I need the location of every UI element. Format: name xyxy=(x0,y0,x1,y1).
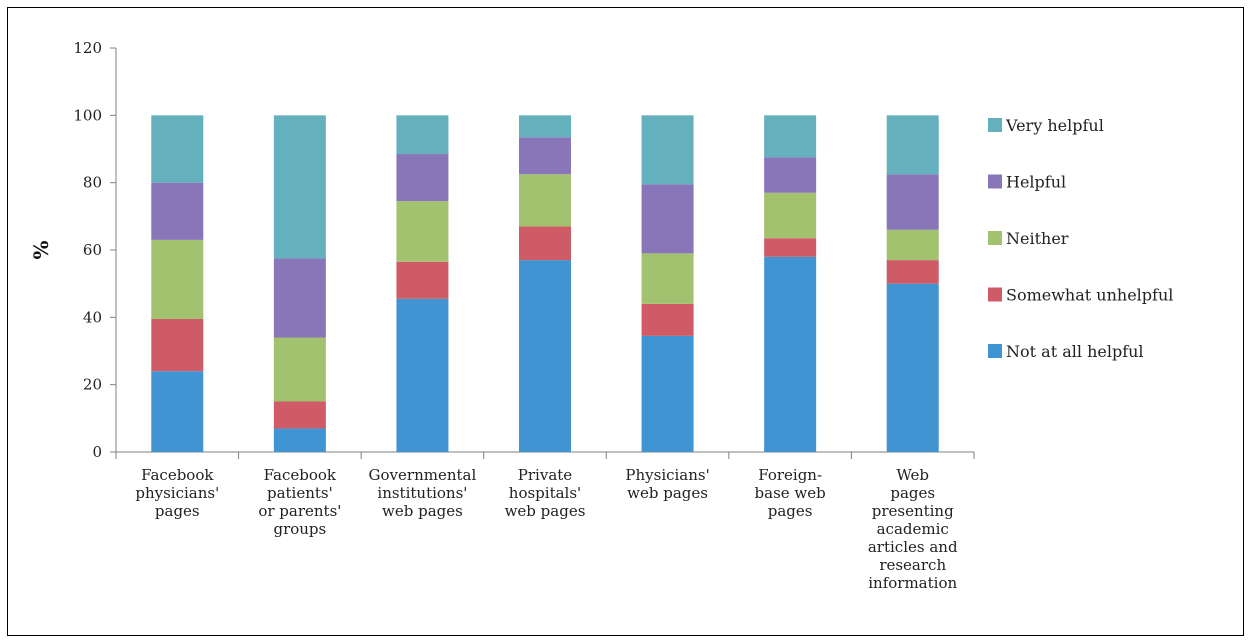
x-category-label-line: hospitals' xyxy=(509,484,581,502)
bar-segment-neither xyxy=(519,174,571,227)
bar-segment-somewhat-unhelpful xyxy=(519,226,571,261)
bar-segment-helpful xyxy=(396,154,449,202)
x-category-label-line: Private xyxy=(518,466,573,484)
legend-swatch xyxy=(988,231,1002,245)
y-tick-label: 120 xyxy=(73,39,102,57)
bar-segment-somewhat-unhelpful xyxy=(151,319,204,372)
x-category-label-line: web pages xyxy=(382,502,463,520)
bar-segment-very-helpful xyxy=(151,115,204,183)
bar-segment-not-at-all-helpful xyxy=(764,256,817,452)
x-category-label-line: articles and xyxy=(868,538,958,556)
legend-label: Very helpful xyxy=(1005,116,1104,135)
x-category-label-line: research xyxy=(879,556,946,574)
x-category-label-line: web pages xyxy=(505,502,586,520)
bar-segment-helpful xyxy=(764,157,817,193)
x-category-label-line: institutions' xyxy=(377,484,467,502)
x-category-label-line: presenting xyxy=(872,502,954,520)
y-tick-label: 60 xyxy=(83,241,102,259)
x-category-label-line: groups xyxy=(273,520,326,538)
bar-segment-somewhat-unhelpful xyxy=(396,261,449,299)
x-category-label-line: Web xyxy=(896,466,929,484)
x-category-label-line: pages xyxy=(890,484,935,502)
y-axis-label: % xyxy=(29,240,53,259)
x-category-label-line: information xyxy=(868,574,957,592)
bar-segment-helpful xyxy=(519,137,571,175)
bar-segment-not-at-all-helpful xyxy=(886,283,939,452)
x-category-label-line: Foreign- xyxy=(758,466,822,484)
x-category-label-line: pages xyxy=(768,502,813,520)
bar-segment-helpful xyxy=(641,184,694,254)
x-category-label: Private hospitals' web pages xyxy=(505,466,586,520)
y-tick-label: 100 xyxy=(73,106,102,124)
x-category-label: Foreign-base web pages xyxy=(755,466,826,520)
bar-segment-not-at-all-helpful xyxy=(151,371,204,452)
x-category-label-line: Facebook xyxy=(264,466,337,484)
legend-swatch xyxy=(988,344,1002,358)
bar-segment-neither xyxy=(764,192,817,239)
bar-segment-helpful xyxy=(886,174,939,230)
y-tick-label: 40 xyxy=(83,308,102,326)
bar-segment-somewhat-unhelpful xyxy=(764,238,817,257)
x-category-label-line: academic xyxy=(877,520,949,538)
bar-segment-somewhat-unhelpful xyxy=(273,401,326,429)
bar-segment-very-helpful xyxy=(273,115,326,259)
bar-segment-very-helpful xyxy=(764,115,817,158)
x-category-label: Facebook physicians' pages xyxy=(135,466,219,520)
bar-segment-neither xyxy=(396,201,449,262)
legend-swatch xyxy=(988,118,1002,132)
bar-segment-very-helpful xyxy=(396,115,449,155)
bar-segment-neither xyxy=(886,229,939,261)
bar-segment-very-helpful xyxy=(519,115,571,138)
bar-segment-not-at-all-helpful xyxy=(519,260,571,452)
legend-swatch xyxy=(988,174,1002,189)
bar-segment-somewhat-unhelpful xyxy=(886,260,939,284)
x-category-label-line: base web xyxy=(755,484,826,502)
x-category-label-line: Physicians' xyxy=(625,466,709,484)
bar-segment-neither xyxy=(151,239,204,320)
legend-label: Somewhat unhelpful xyxy=(1006,286,1173,305)
bar-segment-not-at-all-helpful xyxy=(396,298,449,452)
bar-segment-not-at-all-helpful xyxy=(641,335,694,452)
legend-label: Helpful xyxy=(1006,173,1066,192)
x-category-label-line: pages xyxy=(155,502,200,520)
x-category-label-line: physicians' xyxy=(135,484,219,502)
x-category-label-line: or parents' xyxy=(258,502,341,520)
legend-swatch xyxy=(988,287,1002,302)
x-category-label: Web pages presenting academic articles and re… xyxy=(868,466,958,592)
x-category-label: Governmental institutions' web pages xyxy=(369,466,477,520)
bar-segment-very-helpful xyxy=(641,115,694,185)
bar-segment-not-at-all-helpful xyxy=(273,428,326,452)
y-tick-label: 20 xyxy=(83,376,102,394)
y-tick-label: 0 xyxy=(92,443,102,461)
x-category-label-line: Facebook xyxy=(141,466,214,484)
x-category-label: Facebook patients' or parents' groups xyxy=(258,466,341,538)
x-category-label-line: web pages xyxy=(627,484,708,502)
legend-label: Neither xyxy=(1006,229,1069,248)
bar-segment-helpful xyxy=(273,258,326,338)
bar-segment-neither xyxy=(641,253,694,304)
bar-segment-neither xyxy=(273,337,326,402)
x-category-label-line: patients' xyxy=(267,484,333,502)
y-tick-label: 80 xyxy=(83,174,102,192)
legend: Very helpful Helpful Neither Somewhat unhel… xyxy=(988,116,1173,361)
legend-label: Not at all helpful xyxy=(1006,342,1144,361)
y-axis: 0 20 40 60 80 100 120 xyxy=(73,39,117,461)
chart-frame xyxy=(7,7,1244,636)
bar-segment-helpful xyxy=(151,182,204,240)
x-category-label: Physicians' web pages xyxy=(625,466,709,502)
bar-segment-somewhat-unhelpful xyxy=(641,303,694,336)
bar-segment-very-helpful xyxy=(886,115,939,175)
x-category-label-line: Governmental xyxy=(369,466,477,484)
bars xyxy=(151,115,939,452)
